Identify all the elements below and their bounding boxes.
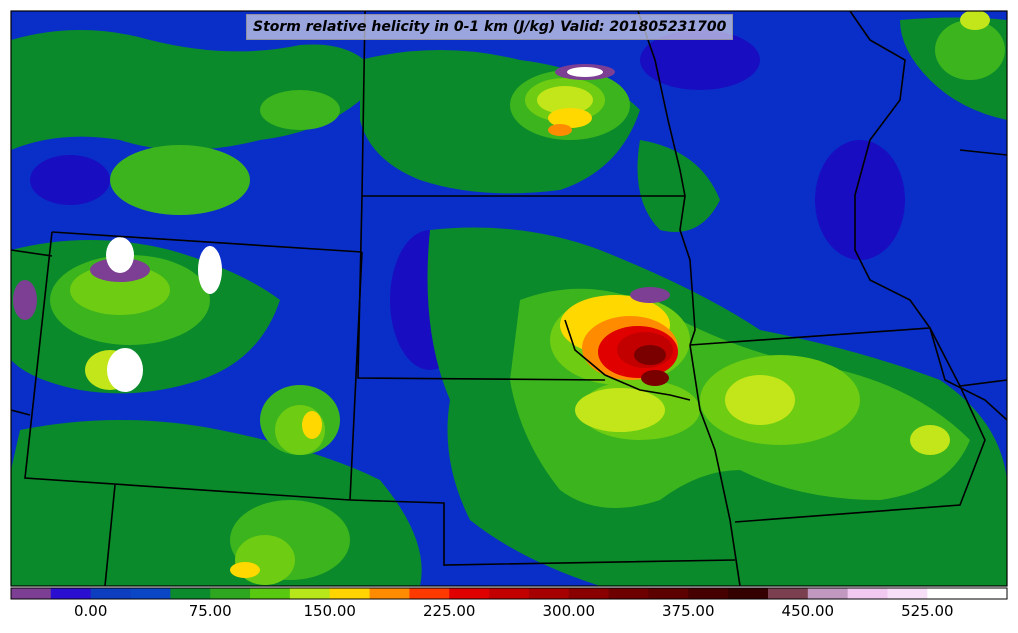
helicity-field: [11, 11, 1007, 586]
colorbar-swatch: [489, 588, 530, 599]
colorbar-swatch: [608, 588, 649, 599]
map-frame: [10, 10, 1008, 587]
colorbar-tick-label: 300.00: [542, 602, 596, 620]
colorbar-swatch: [528, 588, 570, 599]
colorbar-swatch: [807, 588, 849, 599]
map-title: Storm relative helicity in 0-1 km (J/kg)…: [246, 14, 734, 40]
colorbar-tick-label: 150.00: [303, 602, 356, 620]
colorbar-swatch: [369, 588, 410, 599]
colorbar-frame: [10, 587, 1008, 600]
colorbar-tick-label: 0.00: [73, 602, 108, 620]
colorbar-swatch: [250, 588, 291, 599]
colorbar-swatch: [767, 588, 809, 599]
colorbar-swatch: [130, 588, 171, 599]
colorbar-swatch: [887, 588, 928, 599]
colorbar-swatch: [967, 588, 1008, 599]
colorbar-tick-label: 225.00: [422, 602, 476, 620]
state-borders: [11, 11, 1007, 586]
colorbar-swatch: [90, 588, 132, 599]
colorbar-swatch: [568, 588, 610, 599]
colorbar-swatch: [50, 588, 92, 599]
colorbar-swatch: [688, 588, 729, 599]
colorbar-swatch: [409, 588, 450, 599]
colorbar-swatch: [210, 588, 251, 599]
colorbar-swatch: [728, 588, 769, 599]
colorbar-tick-label: 75.00: [188, 602, 232, 620]
colorbar-tick-label: 375.00: [662, 602, 715, 620]
colorbar-swatch: [449, 588, 490, 599]
colorbar-tick-label: 525.00: [901, 602, 954, 620]
colorbar-swatch: [11, 588, 52, 599]
colorbar-swatch: [648, 588, 689, 599]
colorbar-swatch: [289, 588, 331, 599]
colorbar-swatch: [170, 588, 211, 599]
colorbar-swatch: [329, 588, 371, 599]
colorbar: [11, 588, 1008, 599]
colorbar-swatch: [847, 588, 888, 599]
colorbar-swatch: [927, 588, 968, 599]
colorbar-tick-label: 450.00: [781, 602, 835, 620]
